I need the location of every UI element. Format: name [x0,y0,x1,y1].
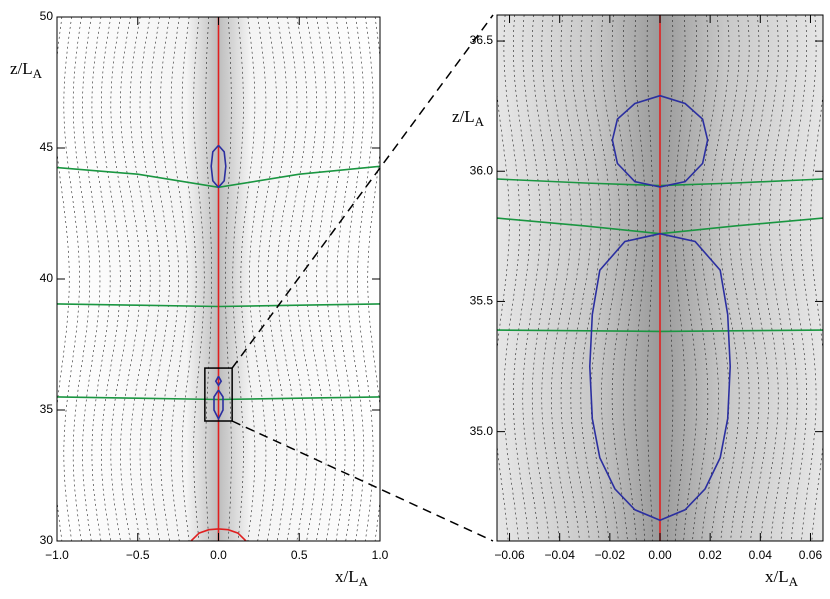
field-line [225,17,232,541]
field-line [205,17,212,541]
field-line [522,15,541,541]
zoom-box [204,367,233,422]
field-line [709,15,730,541]
plot-area [57,17,380,541]
y-tick-label: 40 [40,271,54,285]
x-tick-label: 0.5 [291,548,308,562]
field-line [503,15,521,541]
data-line [213,389,224,421]
x-axis-label-main: x/L [335,567,359,586]
y-axis-label-main: z/L [10,59,33,78]
field-line [810,90,823,541]
plot-area [497,15,823,541]
field-line [276,17,298,541]
field-line [799,15,817,541]
field-line [590,15,611,541]
y-tick-label: 35.5 [470,294,494,308]
x-axis-label-sub: A [789,574,799,589]
x-tick-label: 0.0 [210,548,227,562]
zoom-connector [231,420,494,542]
data-line [611,94,709,188]
y-tick-label: 35.0 [470,424,494,438]
data-line [210,144,227,189]
field-line [306,17,327,541]
data-line [214,375,223,387]
x-tick-label: 0.04 [749,548,773,562]
x-tick-label: 0.06 [799,548,823,562]
y-axis-label: z/LA [452,107,485,129]
field-line [699,15,719,541]
x-axis-label-main: x/L [765,567,789,586]
y-axis-label-sub: A [475,114,485,129]
field-line [570,15,592,541]
field-line [550,15,572,541]
field-line [512,15,531,541]
field-line [768,15,789,541]
zoom-connector [231,14,494,369]
y-tick-label: 30 [40,533,54,547]
x-axis-label: x/LA [335,567,369,589]
field-line [531,15,552,541]
field-line [560,15,582,541]
field-line [580,15,602,541]
field-line [718,15,740,541]
field-line [139,17,161,541]
field-line [758,15,779,541]
x-tick-label: −1.0 [45,548,69,562]
y-tick-label: 36.0 [470,163,494,177]
field-line [129,17,151,541]
y-axis-label-sub: A [33,66,43,81]
data-line [190,528,247,541]
x-tick-label: −0.5 [126,548,150,562]
y-axis-label: z/LA [10,59,43,81]
x-axis-label: x/LA [765,567,799,589]
x-tick-label: 1.0 [372,548,389,562]
x-tick-label: −0.02 [595,548,626,562]
field-line [789,15,808,541]
y-tick-label: 36.5 [470,33,494,47]
field-line [296,17,317,541]
x-tick-label: 0.00 [648,548,672,562]
field-line [611,15,630,541]
field-line [120,17,141,541]
field-line [738,15,760,541]
x-axis-label-sub: A [359,574,369,589]
field-line [728,15,750,541]
x-tick-label: −0.06 [494,548,525,562]
y-tick-label: 35 [40,402,54,416]
x-tick-label: 0.02 [698,548,722,562]
field-line [748,15,770,541]
field-line [286,17,308,541]
field-line [497,90,510,541]
x-tick-label: −0.04 [545,548,576,562]
field-line [779,15,798,541]
field-line [541,15,562,541]
y-tick-label: 50 [40,9,54,23]
y-tick-label: 45 [40,140,54,154]
field-line [110,17,131,541]
data-line [588,232,732,522]
y-axis-label-main: z/L [452,107,475,126]
field-line [601,15,621,541]
field-line [690,15,709,541]
